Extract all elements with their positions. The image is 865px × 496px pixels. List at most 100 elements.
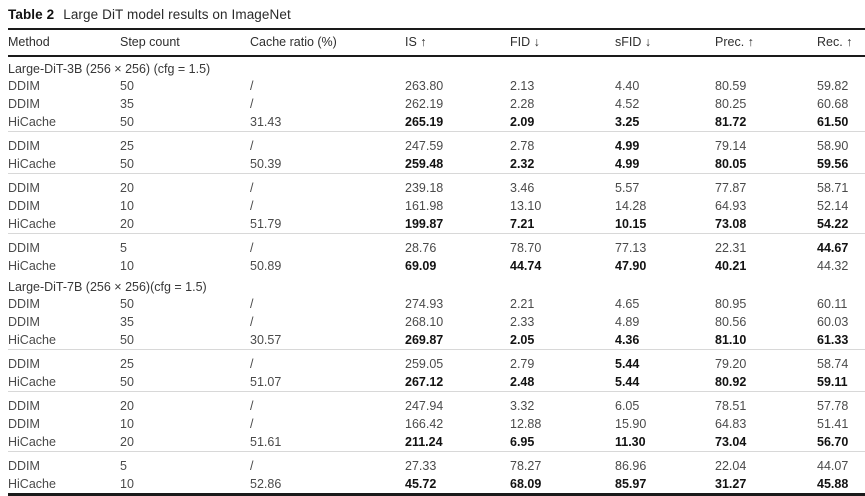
cell-is: 69.09 (405, 259, 437, 273)
table-row: DDIM 10 / 166.42 12.88 15.90 64.83 51.41 (8, 415, 865, 433)
cell-prec: 81.72 (715, 115, 747, 129)
cell-prec: 80.59 (715, 79, 747, 93)
cell-fid: 2.13 (510, 79, 535, 93)
cell-method: DDIM (8, 297, 40, 311)
cell-cache-ratio: / (250, 79, 254, 93)
cell-rec: 58.71 (817, 173, 865, 197)
cell-prec: 78.51 (715, 391, 817, 415)
cell-step-count: 5 (120, 451, 250, 475)
cell-is: 247.94 (405, 391, 510, 415)
cell-is: 199.87 (405, 217, 444, 231)
cell-sfid: 3.25 (615, 115, 640, 129)
cell-rec: 57.78 (817, 391, 865, 415)
cell-method: HiCache (8, 115, 56, 129)
cell-is: 269.87 (405, 333, 444, 347)
cell-rec: 45.88 (817, 477, 849, 491)
cell-prec: 22.31 (715, 233, 817, 257)
table-row: DDIM 50 / 274.93 2.21 4.65 80.95 60.11 (8, 295, 865, 313)
cell-method: DDIM (8, 199, 40, 213)
table-row: HiCache 10 50.89 69.09 44.74 47.90 40.21 44.32 (8, 257, 865, 275)
cell-cache-ratio: / (250, 297, 254, 311)
cell-prec: 79.20 (715, 349, 817, 373)
cell-sfid: 47.90 (615, 259, 647, 273)
cell-fid: 6.95 (510, 435, 535, 449)
table-row: HiCache 50 50.39 259.48 2.32 4.99 80.05 59.56 (8, 155, 865, 174)
cell-method: DDIM (8, 79, 40, 93)
section-header-row: Large-DiT-7B (256 × 256)(cfg = 1.5) (8, 275, 865, 295)
cell-fid: 13.10 (510, 199, 542, 213)
cell-cache-ratio: / (250, 315, 254, 329)
cell-method: DDIM (8, 391, 120, 415)
cell-fid: 2.21 (510, 297, 535, 311)
cell-step-count: 10 (120, 477, 134, 491)
cell-is: 166.42 (405, 417, 444, 431)
cell-method: DDIM (8, 97, 40, 111)
cell-fid: 7.21 (510, 217, 535, 231)
cell-cache-ratio: / (250, 97, 254, 111)
cell-sfid: 4.65 (615, 297, 640, 311)
cell-cache-ratio: 50.89 (250, 259, 282, 273)
cell-prec: 81.10 (715, 333, 747, 347)
cell-fid: 2.78 (510, 131, 615, 155)
cell-cache-ratio: 31.43 (250, 115, 282, 129)
table-row: DDIM 5/27.33 78.27 86.96 22.04 44.07 (8, 451, 865, 475)
cell-prec: 64.93 (715, 199, 747, 213)
cell-step-count: 20 (120, 391, 250, 415)
cell-rec: 44.32 (817, 259, 849, 273)
table-row: DDIM 20/247.94 3.32 6.05 78.51 57.78 (8, 391, 865, 415)
cell-prec: 80.92 (715, 375, 747, 389)
table-caption-label: Table 2 (8, 7, 55, 22)
cell-cache-ratio: / (250, 349, 405, 373)
cell-prec: 79.14 (715, 131, 817, 155)
cell-step-count: 50 (120, 375, 134, 389)
table-row: HiCache 20 51.61 211.24 6.95 11.30 73.04 56.70 (8, 433, 865, 452)
cell-sfid: 11.30 (615, 435, 646, 449)
cell-method: DDIM (8, 131, 120, 155)
cell-is: 259.05 (405, 349, 510, 373)
cell-sfid: 5.44 (615, 349, 715, 373)
cell-method: HiCache (8, 259, 56, 273)
table-row: HiCache 50 31.43 265.19 2.09 3.25 81.72 61.50 (8, 113, 865, 132)
cell-fid: 2.33 (510, 315, 535, 329)
table-caption-text: Large DiT model results on ImageNet (63, 7, 291, 22)
cell-is: 27.33 (405, 451, 510, 475)
cell-prec: 73.04 (715, 435, 747, 449)
cell-step-count: 10 (120, 259, 134, 273)
cell-sfid: 86.96 (615, 451, 715, 475)
cell-step-count: 20 (120, 217, 134, 231)
cell-cache-ratio: 51.79 (250, 217, 282, 231)
cell-cache-ratio: 51.61 (250, 435, 282, 449)
cell-step-count: 25 (120, 131, 250, 155)
section-header: Large-DiT-7B (256 × 256)(cfg = 1.5) (8, 280, 207, 294)
cell-step-count: 20 (120, 173, 250, 197)
cell-is: 268.10 (405, 315, 444, 329)
cell-sfid: 85.97 (615, 477, 647, 491)
cell-step-count: 50 (120, 297, 134, 311)
cell-rec: 60.03 (817, 315, 849, 329)
cell-is: 247.59 (405, 131, 510, 155)
cell-rec: 52.14 (817, 199, 849, 213)
table-row: DDIM 25/247.59 2.78 4.99 79.14 58.90 (8, 131, 865, 155)
cell-sfid: 10.15 (615, 217, 647, 231)
cell-sfid: 4.99 (615, 157, 640, 171)
cell-fid: 2.05 (510, 333, 535, 347)
cell-step-count: 35 (120, 315, 134, 329)
cell-is: 263.80 (405, 79, 444, 93)
cell-fid: 78.70 (510, 233, 615, 257)
table-row: HiCache 50 30.57 269.87 2.05 4.36 81.10 61.33 (8, 331, 865, 350)
cell-sfid: 5.44 (615, 375, 640, 389)
cell-cache-ratio: / (250, 233, 405, 257)
table-caption: Table 2 Large DiT model results on ImageN… (8, 0, 865, 28)
cell-method: DDIM (8, 451, 120, 475)
cell-fid: 2.28 (510, 97, 535, 111)
cell-step-count: 20 (120, 435, 134, 449)
cell-method: HiCache (8, 375, 56, 389)
cell-step-count: 10 (120, 199, 134, 213)
cell-cache-ratio: / (250, 391, 405, 415)
section-header: Large-DiT-3B (256 × 256) (cfg = 1.5) (8, 62, 211, 76)
cell-sfid: 4.89 (615, 315, 640, 329)
cell-method: HiCache (8, 435, 56, 449)
cell-step-count: 50 (120, 333, 134, 347)
cell-rec: 44.67 (817, 233, 865, 257)
